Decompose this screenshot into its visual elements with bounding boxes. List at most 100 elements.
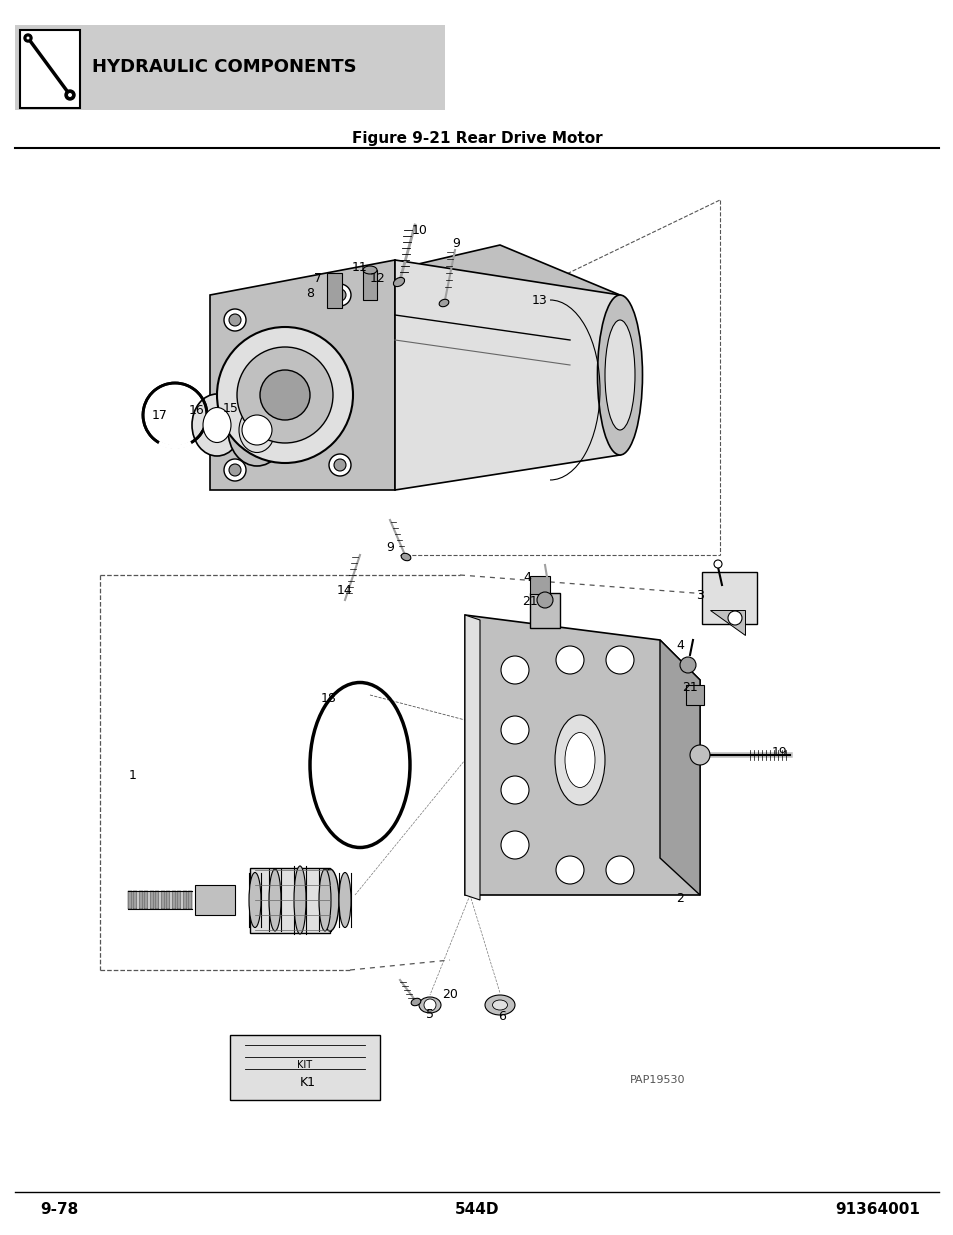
Text: 4: 4 — [676, 638, 683, 652]
Ellipse shape — [411, 998, 420, 1005]
Circle shape — [334, 459, 346, 471]
Circle shape — [260, 370, 310, 420]
Ellipse shape — [203, 408, 231, 442]
Circle shape — [65, 90, 75, 100]
Text: KIT: KIT — [297, 1060, 313, 1070]
Bar — [250, 867, 330, 932]
Ellipse shape — [249, 872, 261, 927]
Text: 19: 19 — [771, 746, 787, 758]
Text: 14: 14 — [336, 583, 353, 597]
Circle shape — [24, 35, 32, 42]
Circle shape — [679, 657, 696, 673]
Bar — [161, 890, 165, 909]
Circle shape — [727, 611, 741, 625]
Circle shape — [329, 284, 351, 306]
Circle shape — [224, 309, 246, 331]
Text: 544D: 544D — [455, 1203, 498, 1218]
Text: 91364001: 91364001 — [834, 1203, 919, 1218]
Ellipse shape — [228, 394, 286, 466]
Bar — [15, 25, 444, 110]
Circle shape — [229, 464, 241, 475]
Polygon shape — [285, 245, 619, 345]
Text: 11: 11 — [352, 261, 368, 273]
Bar — [133, 890, 137, 909]
Ellipse shape — [492, 1000, 507, 1010]
Text: Figure 9-21 Rear Drive Motor: Figure 9-21 Rear Drive Motor — [352, 131, 601, 146]
Circle shape — [556, 856, 583, 884]
Bar — [167, 890, 171, 909]
Polygon shape — [464, 615, 479, 900]
Bar — [150, 890, 153, 909]
Bar — [128, 890, 132, 909]
Text: 7: 7 — [314, 272, 322, 284]
Ellipse shape — [484, 995, 515, 1015]
Ellipse shape — [555, 715, 604, 805]
Bar — [230, 1035, 379, 1100]
Text: 18: 18 — [321, 692, 336, 704]
Bar — [701, 572, 757, 624]
Circle shape — [224, 459, 246, 480]
Text: 12: 12 — [370, 272, 385, 284]
Bar — [183, 890, 187, 909]
Ellipse shape — [418, 997, 440, 1013]
Bar — [139, 890, 143, 909]
Ellipse shape — [400, 553, 411, 561]
Circle shape — [500, 831, 529, 860]
Circle shape — [334, 289, 346, 301]
Ellipse shape — [438, 299, 448, 306]
Text: 6: 6 — [497, 1009, 505, 1023]
Circle shape — [26, 36, 30, 40]
Text: 1: 1 — [129, 768, 137, 782]
Text: HYDRAULIC COMPONENTS: HYDRAULIC COMPONENTS — [91, 58, 356, 77]
Ellipse shape — [239, 408, 274, 452]
Text: PAP19530: PAP19530 — [629, 1074, 685, 1086]
Circle shape — [605, 646, 634, 674]
Bar — [144, 890, 149, 909]
Circle shape — [236, 347, 333, 443]
Text: 17: 17 — [152, 409, 168, 421]
Circle shape — [556, 646, 583, 674]
Bar — [327, 273, 342, 308]
Ellipse shape — [393, 278, 404, 287]
Ellipse shape — [564, 732, 595, 788]
Ellipse shape — [269, 869, 281, 931]
Circle shape — [329, 454, 351, 475]
Text: 9: 9 — [452, 236, 459, 249]
Circle shape — [229, 314, 241, 326]
Circle shape — [500, 776, 529, 804]
Text: 9: 9 — [386, 541, 394, 553]
Circle shape — [68, 93, 72, 98]
Ellipse shape — [294, 866, 306, 934]
Text: 21: 21 — [521, 594, 537, 608]
Bar — [155, 890, 159, 909]
Polygon shape — [395, 261, 619, 490]
Ellipse shape — [320, 869, 338, 931]
Bar — [20, 30, 80, 107]
Bar — [685, 685, 703, 705]
Bar — [194, 885, 234, 915]
Circle shape — [500, 716, 529, 743]
Text: 3: 3 — [696, 589, 703, 601]
Bar — [172, 890, 175, 909]
Bar — [177, 890, 181, 909]
Circle shape — [423, 999, 436, 1011]
Text: 21: 21 — [681, 680, 698, 694]
Text: 8: 8 — [306, 287, 314, 300]
Ellipse shape — [338, 872, 351, 927]
Polygon shape — [709, 610, 744, 635]
Circle shape — [689, 745, 709, 764]
Text: K1: K1 — [299, 1076, 315, 1088]
Bar — [363, 270, 376, 300]
Polygon shape — [464, 615, 700, 895]
Text: 20: 20 — [441, 988, 457, 1002]
Text: 2: 2 — [676, 892, 683, 904]
Text: 13: 13 — [532, 294, 547, 306]
Ellipse shape — [192, 394, 242, 456]
Ellipse shape — [318, 869, 331, 931]
Bar — [530, 593, 559, 627]
Bar — [530, 576, 550, 594]
Circle shape — [605, 856, 634, 884]
Text: 5: 5 — [426, 1008, 434, 1020]
Circle shape — [713, 559, 721, 568]
Circle shape — [242, 415, 272, 445]
